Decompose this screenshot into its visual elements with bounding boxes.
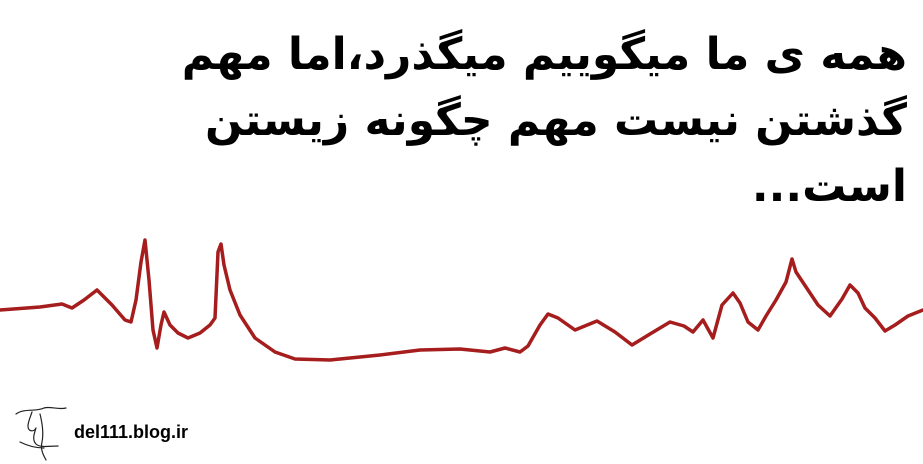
blog-watermark: del111.blog.ir <box>74 422 189 442</box>
quote-text: همه ی ما میگوییم میگذرد،اما مهم گذشتن نی… <box>181 22 907 220</box>
signature-icon <box>15 406 67 461</box>
heartbeat-line-icon <box>0 238 923 362</box>
quote-line-1: همه ی ما میگوییم میگذرد،اما مهم <box>181 29 907 80</box>
quote-line-3: است... <box>751 161 907 212</box>
quote-line-2: گذشتن نیست مهم چگونه زیستن <box>204 95 907 146</box>
